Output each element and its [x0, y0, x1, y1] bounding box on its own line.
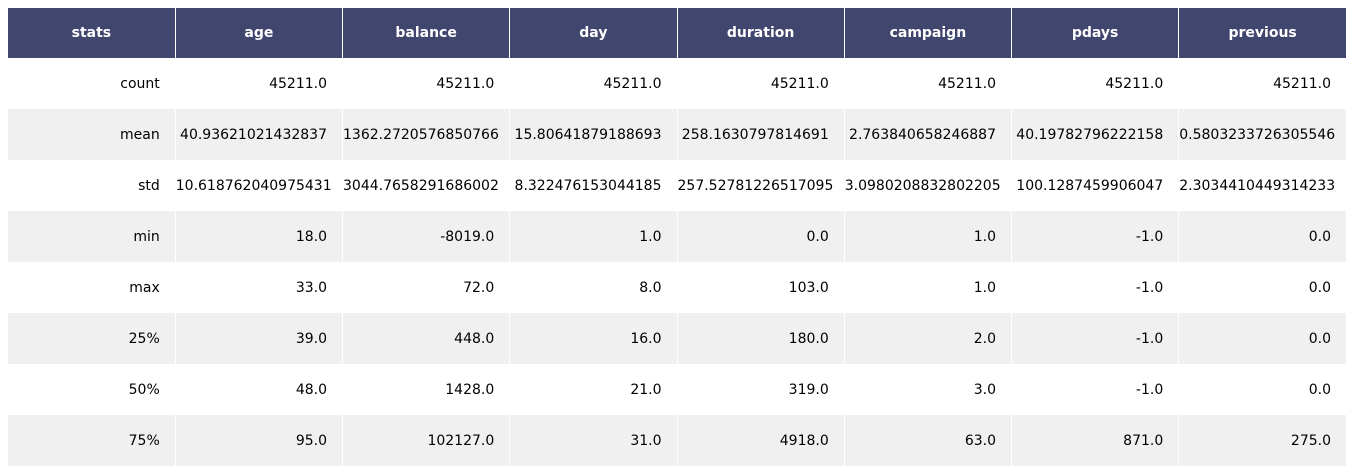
table-cell: 0.0 — [677, 211, 845, 262]
table-cell: 1362.2720576850766 — [342, 109, 511, 160]
table-cell: 1428.0 — [342, 364, 511, 415]
table-cell: 10.618762040975431 — [175, 160, 344, 211]
table-cell: 40.93621021432837 — [175, 109, 344, 160]
table-cell: 45211.0 — [844, 58, 1013, 109]
row-label-cell: 25% — [8, 313, 176, 364]
table-cell: 0.0 — [1178, 211, 1346, 262]
table-cell: 8.0 — [509, 262, 678, 313]
table-cell: 2.763840658246887 — [844, 109, 1013, 160]
table-row: 50% 48.0 1428.0 21.0 319.0 3.0 -1.0 0.0 — [8, 364, 1346, 415]
table-cell: 95.0 — [175, 415, 344, 466]
column-header-campaign: campaign — [844, 8, 1013, 58]
table-cell: 319.0 — [677, 364, 845, 415]
table-cell: 48.0 — [175, 364, 344, 415]
table-cell: 45211.0 — [175, 58, 344, 109]
table-cell: 4918.0 — [677, 415, 845, 466]
table-cell: 258.1630797814691 — [677, 109, 845, 160]
table-cell: 39.0 — [175, 313, 344, 364]
table-cell: 3.0980208832802205 — [844, 160, 1013, 211]
table-cell: 3044.7658291686002 — [342, 160, 511, 211]
table-cell: 45211.0 — [1178, 58, 1346, 109]
column-header-balance: balance — [342, 8, 511, 58]
table-cell: 0.0 — [1178, 364, 1346, 415]
table-cell: 871.0 — [1011, 415, 1180, 466]
row-label-cell: 50% — [8, 364, 176, 415]
header-row: stats age balance day duration campaign pdays p… — [8, 8, 1346, 58]
column-header-day: day — [509, 8, 678, 58]
table-cell: 1.0 — [509, 211, 678, 262]
table-cell: 33.0 — [175, 262, 344, 313]
table-cell: 3.0 — [844, 364, 1013, 415]
table-cell: 1.0 — [844, 211, 1013, 262]
table-cell: 448.0 — [342, 313, 511, 364]
table-cell: 21.0 — [509, 364, 678, 415]
table-cell: -1.0 — [1011, 313, 1180, 364]
table-row: min 18.0 -8019.0 1.0 0.0 1.0 -1.0 0.0 — [8, 211, 1346, 262]
table-cell: 0.0 — [1178, 262, 1346, 313]
table-cell: 2.3034410449314233 — [1178, 160, 1346, 211]
table-cell: 45211.0 — [509, 58, 678, 109]
table-cell: 45211.0 — [677, 58, 845, 109]
table-row: std 10.618762040975431 3044.7658291686002 8… — [8, 160, 1346, 211]
row-label-cell: 75% — [8, 415, 176, 466]
table-row: count 45211.0 45211.0 45211.0 45211.0 45211.0… — [8, 58, 1346, 109]
table-cell: 180.0 — [677, 313, 845, 364]
row-label-cell: count — [8, 58, 176, 109]
table-cell: 100.1287459906047 — [1011, 160, 1180, 211]
column-header-previous: previous — [1178, 8, 1346, 58]
row-label-cell: max — [8, 262, 176, 313]
table-cell: 40.19782796222158 — [1011, 109, 1180, 160]
table-row: 25% 39.0 448.0 16.0 180.0 2.0 -1.0 0.0 — [8, 313, 1346, 364]
table-cell: -1.0 — [1011, 364, 1180, 415]
table-cell: 45211.0 — [1011, 58, 1180, 109]
table-cell: 15.80641879188693 — [509, 109, 678, 160]
table-body: count 45211.0 45211.0 45211.0 45211.0 45211.0… — [8, 58, 1346, 466]
table-cell: 0.0 — [1178, 313, 1346, 364]
table-row: max 33.0 72.0 8.0 103.0 1.0 -1.0 0.0 — [8, 262, 1346, 313]
table-cell: 1.0 — [844, 262, 1013, 313]
column-header-age: age — [175, 8, 344, 58]
table-cell: 275.0 — [1178, 415, 1346, 466]
table-cell: 18.0 — [175, 211, 344, 262]
table-row: 75% 95.0 102127.0 31.0 4918.0 63.0 871.0 275.0 — [8, 415, 1346, 466]
table-cell: 8.322476153044185 — [509, 160, 678, 211]
table-cell: 0.5803233726305546 — [1178, 109, 1346, 160]
table-cell: -8019.0 — [342, 211, 511, 262]
table-cell: 16.0 — [509, 313, 678, 364]
table-row: mean 40.93621021432837 1362.2720576850766 1… — [8, 109, 1346, 160]
table-cell: 63.0 — [844, 415, 1013, 466]
table-cell: 45211.0 — [342, 58, 511, 109]
table-cell: 257.52781226517095 — [677, 160, 845, 211]
column-header-pdays: pdays — [1011, 8, 1180, 58]
stats-table: stats age balance day duration campaign pdays p… — [8, 8, 1346, 466]
table-cell: 2.0 — [844, 313, 1013, 364]
table-cell: 72.0 — [342, 262, 511, 313]
table-cell: -1.0 — [1011, 211, 1180, 262]
table-cell: 31.0 — [509, 415, 678, 466]
table-cell: 103.0 — [677, 262, 845, 313]
row-label-cell: min — [8, 211, 176, 262]
row-label-cell: mean — [8, 109, 176, 160]
column-header-duration: duration — [677, 8, 845, 58]
table-cell: 102127.0 — [342, 415, 511, 466]
column-header-stats: stats — [8, 8, 176, 58]
table-cell: -1.0 — [1011, 262, 1180, 313]
row-label-cell: std — [8, 160, 176, 211]
